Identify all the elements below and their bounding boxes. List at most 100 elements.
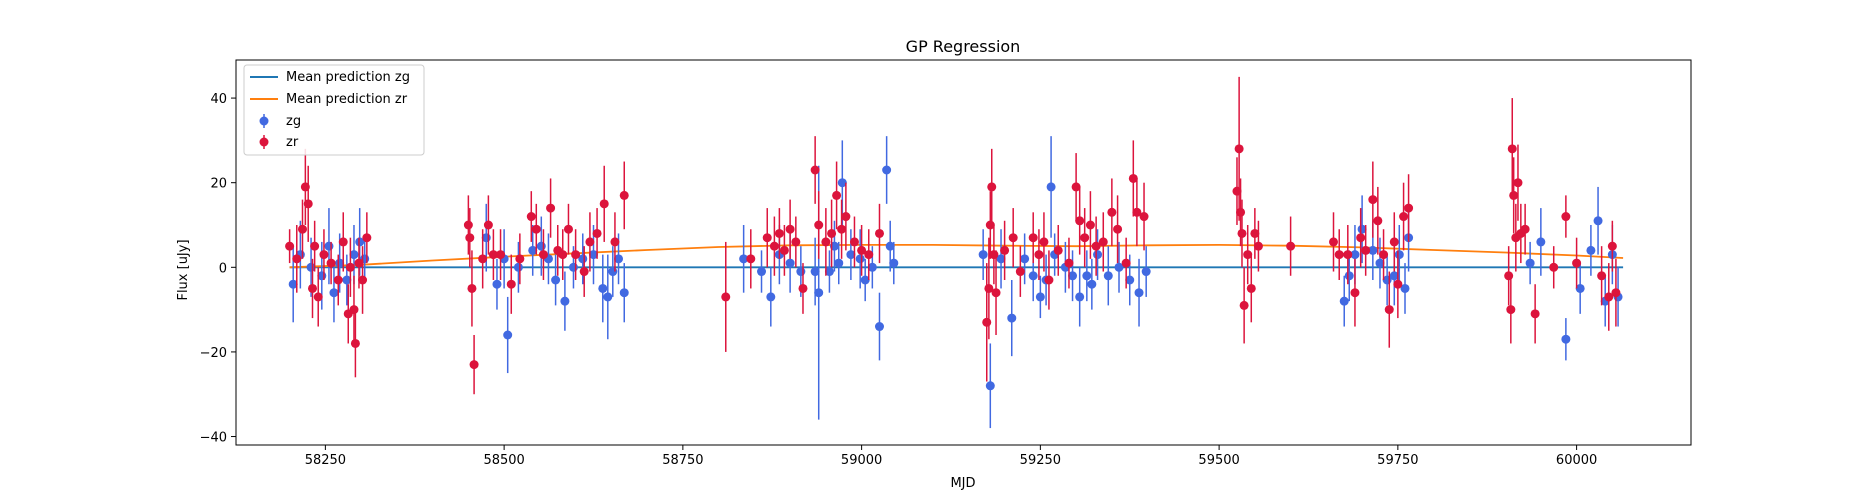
zg-data-point <box>1525 258 1535 268</box>
zr-data-point <box>1404 203 1414 213</box>
zr-data-point <box>333 275 343 285</box>
zr-data-point <box>1368 195 1378 205</box>
zr-data-point <box>292 254 302 264</box>
zg-data-point <box>846 250 856 260</box>
zg-data-point <box>1561 334 1571 344</box>
zg-data-point <box>1028 271 1038 281</box>
zr-data-point <box>531 224 541 234</box>
zr-data-point <box>506 279 516 289</box>
zr-data-point <box>313 292 323 302</box>
zg-data-point <box>1394 250 1404 260</box>
zr-data-point <box>746 254 756 264</box>
zr-data-point <box>1236 207 1246 217</box>
x-axis-label: MJD <box>950 476 975 491</box>
zr-data-point <box>1015 267 1025 277</box>
zr-data-point <box>814 220 824 230</box>
zr-data-point <box>303 199 313 209</box>
zg-data-point <box>492 279 502 289</box>
zr-data-point <box>1243 250 1253 260</box>
zr-data-point <box>1286 241 1296 251</box>
zg-data-point <box>766 292 776 302</box>
zr-data-point <box>798 283 808 293</box>
zr-data-point <box>515 254 525 264</box>
y-tick-label: 40 <box>210 92 227 107</box>
zg-data-point <box>568 262 578 272</box>
zr-data-point <box>1561 212 1571 222</box>
zr-data-point <box>1132 207 1142 217</box>
zg-data-point <box>1400 283 1410 293</box>
zr-data-point <box>350 338 360 348</box>
legend-box <box>243 64 425 156</box>
zr-data-point <box>779 245 789 255</box>
zr-data-point <box>1234 144 1244 154</box>
zr-data-point <box>832 190 842 200</box>
zr-data-point <box>991 288 1001 298</box>
zg-data-point <box>1125 275 1135 285</box>
zg-data-point <box>1339 296 1349 306</box>
zr-data-point <box>599 199 609 209</box>
zr-data-point <box>1597 271 1607 281</box>
zg-data-point <box>1389 271 1399 281</box>
zr-data-point <box>1085 220 1095 230</box>
zr-data-point <box>841 212 851 222</box>
zg-data-point <box>1141 267 1151 277</box>
zg-data-point <box>855 254 865 264</box>
legend-zr-label: zr <box>286 135 299 150</box>
zr-data-point <box>1520 224 1530 234</box>
zr-data-point <box>1075 216 1085 226</box>
zg-data-point <box>1344 271 1354 281</box>
zr-data-point <box>610 237 620 247</box>
zr-data-point <box>1572 258 1582 268</box>
zr-data-point <box>1139 212 1149 222</box>
zg-data-point <box>860 275 870 285</box>
zg-data-point <box>1350 250 1360 260</box>
zr-data-point <box>1028 233 1038 243</box>
zr-data-point <box>1506 305 1516 315</box>
zr-data-point <box>827 228 837 238</box>
zr-data-point <box>488 250 498 260</box>
plot-area <box>285 76 1624 429</box>
zg-data-point <box>513 262 523 272</box>
mean-prediction-line-zr <box>289 243 1624 269</box>
axes-frame <box>235 59 1692 446</box>
zg-data-point <box>785 258 795 268</box>
zr-data-point <box>1607 241 1617 251</box>
zg-data-point <box>1082 271 1092 281</box>
zg-data-point <box>1046 182 1056 192</box>
zr-data-point <box>1399 212 1409 222</box>
zr-data-point <box>1000 245 1010 255</box>
zr-data-point <box>326 258 336 268</box>
zg-data-point <box>1020 254 1030 264</box>
zr-data-point <box>1064 258 1074 268</box>
x-tick-label: 58750 <box>662 453 703 468</box>
zr-data-point <box>354 258 364 268</box>
zg-data-point <box>814 288 824 298</box>
zr-data-point <box>1044 275 1054 285</box>
zg-data-point <box>306 262 316 272</box>
zr-data-point <box>465 233 475 243</box>
zr-data-point <box>1343 250 1353 260</box>
zr-data-point <box>483 220 493 230</box>
zr-data-point <box>1237 228 1247 238</box>
zr-data-point <box>1008 233 1018 243</box>
zr-data-point <box>1393 279 1403 289</box>
zr-data-point <box>721 292 731 302</box>
series-zg <box>288 136 1623 429</box>
zr-data-point <box>984 283 994 293</box>
zr-data-point <box>785 224 795 234</box>
zg-data-point <box>329 288 339 298</box>
zr-data-point <box>546 203 556 213</box>
x-tick-label: 58500 <box>483 453 524 468</box>
zr-data-point <box>1389 237 1399 247</box>
zg-data-point <box>867 262 877 272</box>
zg-data-point <box>1368 245 1378 255</box>
zr-data-point <box>1071 182 1081 192</box>
zr-data-point <box>1053 245 1063 255</box>
legend-zg-swatch <box>259 114 269 128</box>
zr-data-point <box>345 262 355 272</box>
zg-data-point <box>889 258 899 268</box>
zg-data-point <box>578 254 588 264</box>
zg-data-point <box>588 250 598 260</box>
zr-data-point <box>1530 309 1540 319</box>
